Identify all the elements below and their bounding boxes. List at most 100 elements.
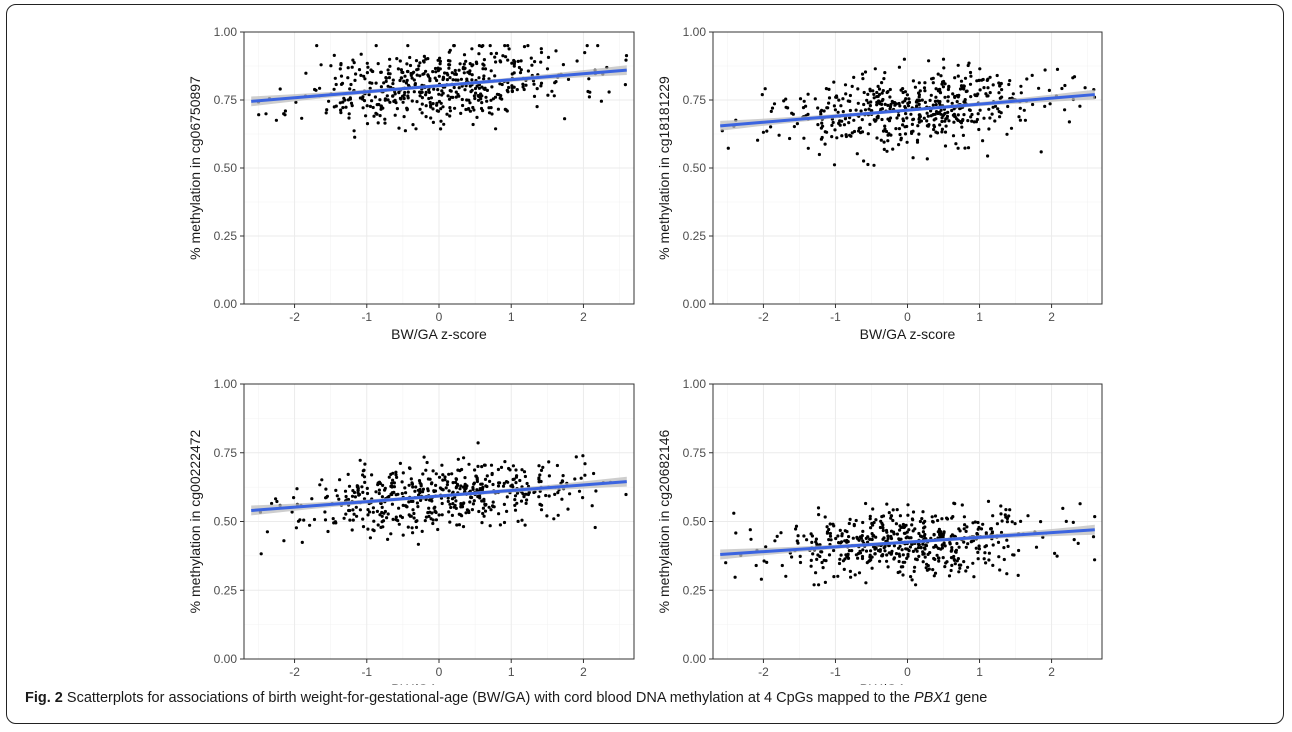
data-point xyxy=(461,103,465,108)
data-point xyxy=(378,114,382,118)
data-point xyxy=(885,90,889,95)
data-point xyxy=(554,49,558,53)
data-point xyxy=(806,146,810,150)
y-axis-label: % methylation in cg06750897 xyxy=(187,76,203,260)
data-point xyxy=(537,480,541,484)
data-point xyxy=(899,88,903,92)
data-point xyxy=(421,487,425,491)
data-point xyxy=(546,93,550,97)
data-point xyxy=(427,90,431,94)
data-point xyxy=(476,464,480,468)
data-point xyxy=(939,547,943,551)
data-point xyxy=(956,113,960,117)
data-point xyxy=(348,508,352,513)
data-point xyxy=(448,106,452,110)
data-point xyxy=(925,111,929,115)
data-point xyxy=(959,79,964,83)
data-point xyxy=(878,525,883,530)
data-point xyxy=(888,95,892,99)
data-point xyxy=(393,92,397,96)
data-point xyxy=(883,71,887,75)
data-point xyxy=(860,118,864,122)
data-point xyxy=(915,138,920,142)
data-point xyxy=(500,82,504,87)
data-point xyxy=(405,78,409,82)
data-point xyxy=(965,525,969,529)
data-point xyxy=(921,510,925,514)
data-point xyxy=(398,96,402,100)
data-point xyxy=(339,108,343,112)
data-point xyxy=(296,519,301,523)
data-point xyxy=(939,530,943,534)
data-point xyxy=(809,564,813,568)
data-point xyxy=(898,104,902,108)
data-point xyxy=(907,549,911,553)
data-point xyxy=(867,107,871,111)
data-point xyxy=(443,71,447,75)
y-tick-label: 0.00 xyxy=(214,652,238,666)
data-point xyxy=(333,76,337,80)
data-point xyxy=(404,81,408,85)
data-point xyxy=(419,498,423,502)
data-point xyxy=(879,138,883,142)
data-point xyxy=(898,528,902,532)
data-point xyxy=(332,521,336,525)
data-point xyxy=(887,511,891,515)
data-point xyxy=(885,149,889,153)
data-point xyxy=(942,541,946,545)
data-point xyxy=(823,580,828,585)
data-point xyxy=(773,539,777,543)
data-point xyxy=(940,119,944,124)
data-point xyxy=(294,100,298,104)
data-point xyxy=(754,563,758,568)
data-point xyxy=(813,97,817,101)
data-point xyxy=(431,107,435,111)
data-point xyxy=(555,463,560,468)
data-point xyxy=(547,460,551,464)
data-point xyxy=(302,518,306,522)
data-point xyxy=(475,488,479,492)
data-point xyxy=(978,108,982,112)
data-point xyxy=(464,107,468,112)
y-tick-label: 0.50 xyxy=(214,515,238,529)
data-point xyxy=(970,119,974,123)
data-point xyxy=(1063,108,1067,112)
data-point xyxy=(960,503,964,507)
data-point xyxy=(401,503,405,507)
data-point xyxy=(434,518,438,522)
data-point xyxy=(414,519,418,524)
data-point xyxy=(846,540,850,544)
data-point xyxy=(412,511,416,516)
data-point xyxy=(836,534,840,538)
data-point xyxy=(514,468,518,472)
data-point xyxy=(859,109,863,113)
data-point xyxy=(964,545,968,549)
data-point xyxy=(367,510,372,514)
data-point xyxy=(1037,86,1041,90)
data-point xyxy=(428,100,432,105)
data-point xyxy=(760,93,764,97)
data-point xyxy=(403,74,407,78)
data-point xyxy=(962,113,966,117)
data-point xyxy=(943,82,947,86)
data-point xyxy=(489,463,494,467)
data-point xyxy=(353,78,357,82)
data-point xyxy=(921,542,925,546)
data-point xyxy=(888,87,892,92)
data-point xyxy=(513,60,517,64)
data-point xyxy=(424,468,428,472)
axes: -2 -1 0 1 2 0.00 0.25 0.50 0.75 1.00 xyxy=(214,377,587,679)
data-point xyxy=(777,133,781,137)
data-point xyxy=(338,101,342,105)
data-point xyxy=(732,511,736,515)
data-point xyxy=(373,95,377,99)
trend-line xyxy=(251,480,627,512)
data-point xyxy=(410,482,414,486)
data-point xyxy=(854,108,858,112)
data-point xyxy=(380,495,384,499)
data-point xyxy=(387,76,391,80)
data-point xyxy=(1017,115,1021,119)
data-point xyxy=(917,99,922,103)
data-point xyxy=(984,531,988,535)
data-point xyxy=(323,510,327,514)
